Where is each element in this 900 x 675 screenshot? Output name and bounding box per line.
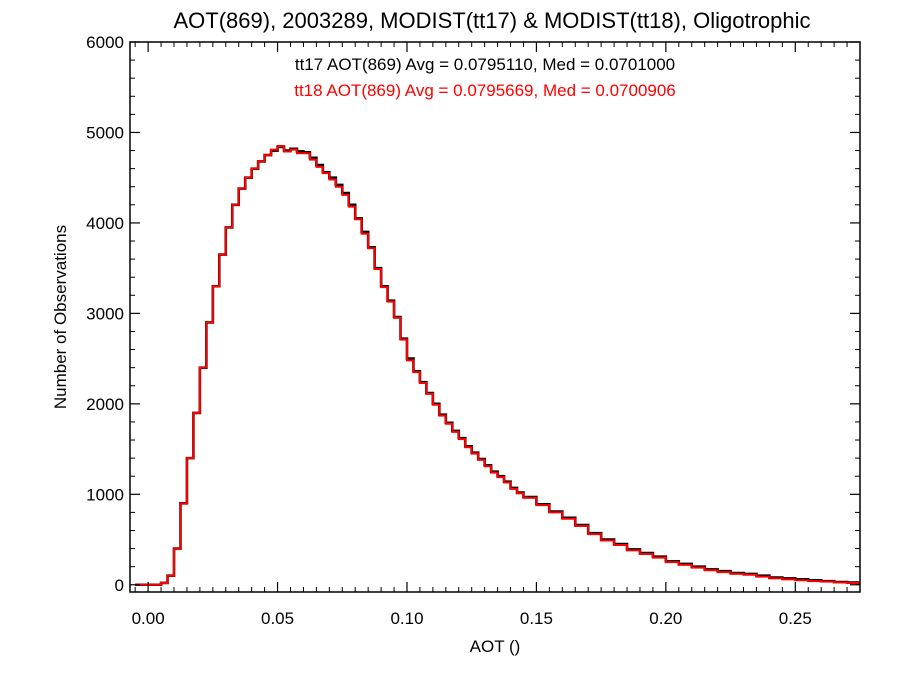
x-tick-label: 0.10 bbox=[390, 609, 423, 628]
plot-series bbox=[135, 145, 860, 587]
y-tick-label: 3000 bbox=[86, 304, 124, 323]
series-line-tt18 bbox=[135, 145, 860, 586]
x-axis: 0.00 0.05 0.10 0.15 0.20 0.25 bbox=[132, 42, 861, 628]
x-tick-label: 0.25 bbox=[779, 609, 812, 628]
y-axis: 0 1000 2000 3000 4000 5000 6000 bbox=[86, 33, 860, 595]
y-axis-label: Number of Observations bbox=[51, 225, 70, 409]
x-tick-label: 0.15 bbox=[520, 609, 553, 628]
y-tick-label: 5000 bbox=[86, 123, 124, 142]
x-axis-label: AOT () bbox=[470, 637, 521, 656]
y-tick-label: 1000 bbox=[86, 485, 124, 504]
y-tick-label: 2000 bbox=[86, 395, 124, 414]
y-tick-label: 0 bbox=[115, 576, 124, 595]
legend-series-tt17: tt17 AOT(869) Avg = 0.0795110, Med = 0.0… bbox=[295, 55, 675, 74]
x-tick-label: 0.00 bbox=[132, 609, 165, 628]
y-tick-label: 4000 bbox=[86, 214, 124, 233]
x-tick-label: 0.20 bbox=[649, 609, 682, 628]
y-tick-label: 6000 bbox=[86, 33, 124, 52]
legend-series-tt18: tt18 AOT(869) Avg = 0.0795669, Med = 0.0… bbox=[294, 81, 676, 100]
x-tick-label: 0.05 bbox=[261, 609, 294, 628]
chart-title: AOT(869), 2003289, MODIST(tt17) & MODIST… bbox=[174, 8, 811, 33]
plot-frame bbox=[129, 41, 861, 593]
